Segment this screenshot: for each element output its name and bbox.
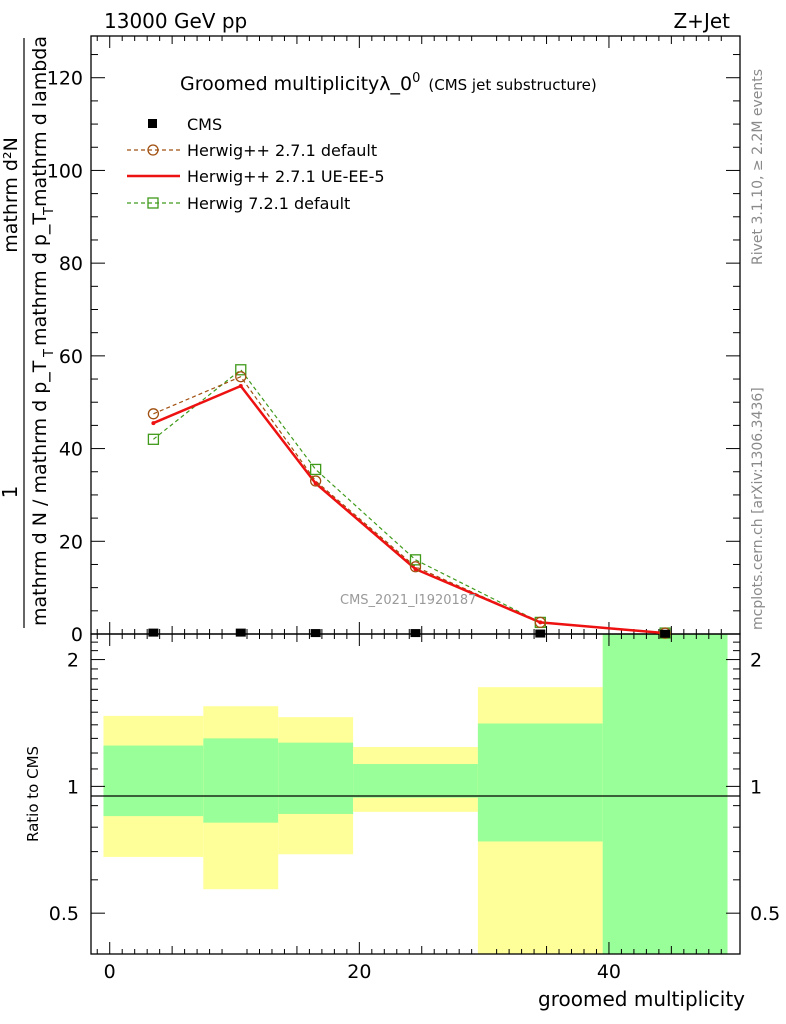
ylabel-upper-text: mathrm d p_T mathrm d lambda (29, 36, 51, 346)
series-herwig7-point-0 (147, 433, 160, 445)
ratio-band-inner-2 (278, 742, 354, 814)
y-tick-label-ratio-1: 1 (67, 776, 79, 798)
y-tick-label-main-6: 120 (47, 68, 83, 90)
y-tick-label-ratio-right-0: 0.5 (750, 903, 780, 925)
y-tick-label-ratio-2: 2 (67, 650, 79, 672)
axis-ticks: 0 20 40 0 20 40 60 80 100 120 0.5 0.5 1 1 2 2 (47, 36, 780, 983)
series-herwig-ueee5-point-4 (538, 620, 543, 625)
ratio-band-inner-4 (477, 723, 603, 842)
plot-title-main: Groomed multiplicityλ_0 (180, 73, 412, 95)
series-herwig7-point-3 (409, 554, 422, 566)
ylabel-numerator: mathrm d²N (0, 137, 22, 253)
series-cms-point-0 (148, 628, 159, 637)
ratio-bands (103, 634, 728, 954)
y-tick-label-main-4: 80 (59, 253, 83, 275)
ylabel-lower: mathrm d N / mathrm d p_T (29, 360, 51, 626)
ylabel-lower-sub: T (42, 349, 57, 358)
rivet-label: Rivet 3.1.10, ≥ 2.2M events (750, 69, 766, 265)
legend-herwig-default-marker (147, 144, 159, 156)
y-tick-label-main-2: 40 (59, 439, 83, 461)
series-herwig7-line (153, 368, 666, 634)
y-tick-label-main-0: 0 (71, 624, 83, 646)
ylabel-upper: mathrm d p_T mathrm d lambda (29, 36, 51, 346)
ratio-band-inner-3 (353, 764, 478, 798)
y-tick-label-main-1: 20 (59, 531, 83, 553)
series-herwig-ueee5-point-1 (238, 383, 243, 388)
x-tick-label-0: 0 (104, 961, 116, 983)
legend-herwig-ueee5-label: Herwig++ 2.7.1 UE-EE-5 (187, 167, 385, 186)
header-right: Z+Jet (673, 9, 730, 33)
y-tick-label-main-3: 60 (59, 346, 83, 368)
series-cms-point-2 (310, 629, 321, 638)
y-tick-label-ratio-0: 0.5 (49, 903, 79, 925)
series-herwig-ueee5-point-2 (313, 481, 318, 486)
series-cms-point-3 (410, 629, 421, 638)
legend-cms-marker (148, 119, 157, 128)
ylabel-fraction-one: 1 (0, 486, 22, 499)
series-herwig-ueee5-point-0 (151, 421, 156, 426)
x-tick-label-1: 20 (347, 961, 371, 983)
series-herwig-default-point-3 (409, 561, 422, 573)
series-herwig-default-point-1 (235, 371, 247, 383)
series-herwig-ueee5-line (152, 384, 666, 635)
plot-title-sup: 0 (412, 71, 420, 86)
ratio-band-inner-5 (602, 634, 728, 954)
ylabel-upper-sub: T (42, 207, 57, 216)
ratio-band-inner-0 (103, 745, 204, 817)
series-cms-point-4 (535, 629, 546, 638)
ylabel-lower-text: mathrm d N / mathrm d p_T (29, 360, 51, 626)
series-herwig-ueee5-point-3 (413, 567, 418, 572)
y-tick-label-ratio-right-1: 1 (750, 776, 762, 798)
series-group (147, 364, 671, 639)
ratio-ylabel: Ratio to CMS (24, 746, 42, 842)
legend-herwig-default-label: Herwig++ 2.7.1 default (187, 141, 377, 160)
mcplots-label: mcplots.cern.ch [arXiv:1306.3436] (750, 387, 766, 630)
series-herwig7-point-2 (310, 463, 322, 476)
ratio-band-inner-1 (203, 738, 279, 823)
legend-cms-label: CMS (187, 115, 222, 134)
series-herwig-default-point-2 (310, 475, 322, 487)
series-cms-point-1 (235, 628, 246, 637)
series-cms-point-5 (660, 629, 671, 638)
legend-herwig7-marker (147, 197, 159, 209)
series-herwig-default-point-0 (147, 408, 160, 420)
analysis-watermark: CMS_2021_I1920187 (340, 593, 476, 608)
series-herwig-default-point-4 (534, 616, 546, 629)
legend-herwig7-label: Herwig 7.2.1 default (187, 194, 350, 213)
main-ylabel: 1 mathrm d²N mathrm d p_T mathrm d lambd… (0, 36, 57, 628)
series-herwig7-point-1 (235, 364, 247, 376)
y-tick-label-main-5: 100 (47, 160, 83, 182)
plot-title: Groomed multiplicityλ_00 (CMS jet substru… (180, 71, 597, 95)
y-tick-label-ratio-right-2: 2 (750, 650, 762, 672)
xaxis-label: groomed multiplicity (538, 987, 745, 1011)
header-left: 13000 GeV pp (104, 9, 247, 33)
legend: CMS Herwig++ 2.7.1 default Herwig++ 2.7.… (127, 115, 385, 213)
x-tick-label-2: 40 (597, 961, 621, 983)
plot-title-note: (CMS jet substructure) (428, 76, 596, 94)
